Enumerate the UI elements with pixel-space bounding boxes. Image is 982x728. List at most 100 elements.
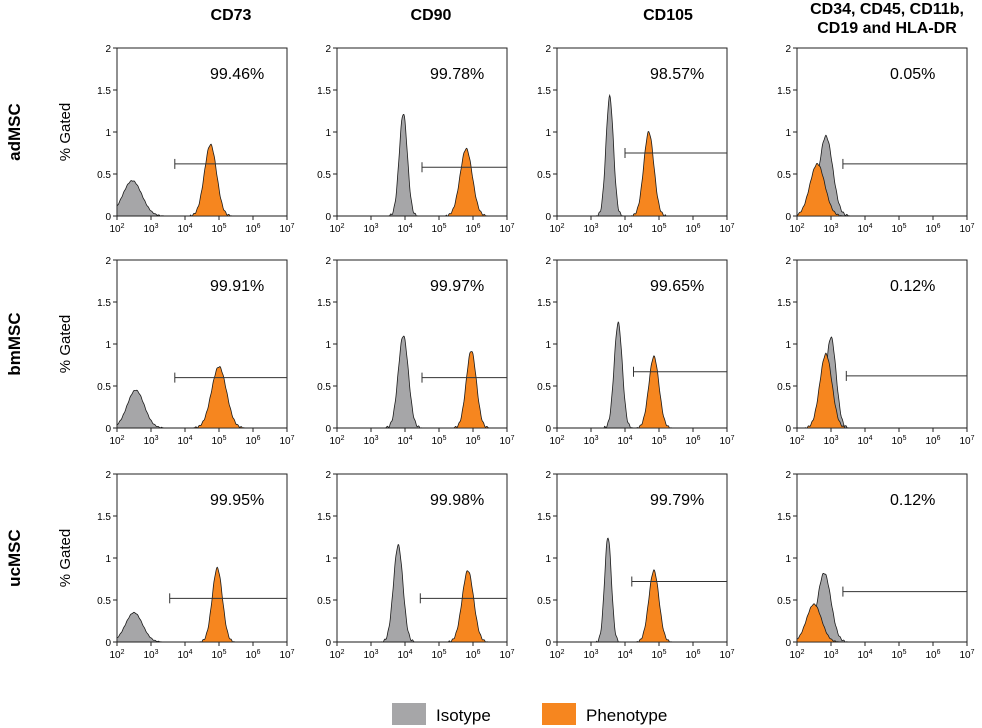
x-tick-exponent: 6 — [697, 223, 701, 230]
y-tick-label: 0.5 — [317, 382, 331, 393]
x-tick-label: 102 — [109, 223, 124, 235]
y-tick-label: 1.5 — [777, 512, 791, 523]
y-tick-label: 0 — [785, 424, 791, 435]
x-tick-exponent: 3 — [595, 649, 599, 656]
gated-percentage: 99.97% — [430, 278, 484, 295]
x-tick-base: 10 — [397, 650, 409, 661]
y-tick-label: 1 — [785, 554, 791, 565]
x-tick-exponent: 7 — [971, 223, 975, 230]
x-tick-base: 10 — [211, 436, 223, 447]
x-tick-base: 10 — [685, 436, 697, 447]
y-tick-label: 2 — [785, 44, 791, 55]
x-tick-label: 107 — [279, 649, 294, 661]
gated-percentage: 99.95% — [210, 492, 264, 509]
y-tick-label: 0.5 — [537, 596, 551, 607]
x-tick-exponent: 3 — [155, 649, 159, 656]
y-tick-label: 1 — [105, 554, 111, 565]
x-tick-label: 107 — [499, 435, 514, 447]
x-tick-label: 105 — [891, 649, 906, 661]
x-tick-base: 10 — [177, 224, 189, 235]
x-tick-label: 104 — [397, 649, 412, 661]
x-tick-base: 10 — [465, 650, 477, 661]
x-tick-exponent: 6 — [257, 435, 261, 442]
isotype-histogram — [116, 611, 287, 643]
x-tick-base: 10 — [583, 224, 595, 235]
phenotype-histogram — [796, 163, 967, 217]
x-tick-exponent: 4 — [869, 223, 873, 230]
x-tick-label: 103 — [143, 435, 158, 447]
y-tick-label: 2 — [545, 44, 551, 55]
x-tick-base: 10 — [431, 224, 443, 235]
x-tick-label: 107 — [959, 649, 974, 661]
x-tick-base: 10 — [397, 224, 409, 235]
x-tick-exponent: 7 — [971, 435, 975, 442]
x-tick-exponent: 5 — [903, 649, 907, 656]
x-tick-label: 107 — [719, 435, 734, 447]
x-tick-label: 106 — [465, 435, 480, 447]
y-tick-label: 2 — [785, 470, 791, 481]
phenotype-histogram — [337, 351, 507, 429]
x-tick-exponent: 5 — [223, 649, 227, 656]
x-tick-exponent: 3 — [595, 223, 599, 230]
y-tick-label: 2 — [105, 44, 111, 55]
x-tick-label: 105 — [431, 435, 446, 447]
gated-percentage: 99.46% — [210, 66, 264, 83]
x-tick-exponent: 4 — [409, 435, 413, 442]
x-tick-exponent: 3 — [375, 223, 379, 230]
x-tick-base: 10 — [891, 436, 903, 447]
column-titles: CD73 CD90 CD105 CD34, CD45, CD11b, CD19 and … — [211, 1, 964, 37]
y-tick-label: 1.5 — [317, 86, 331, 97]
x-tick-label: 106 — [925, 223, 940, 235]
x-tick-base: 10 — [245, 650, 257, 661]
x-tick-exponent: 3 — [375, 435, 379, 442]
x-tick-base: 10 — [499, 224, 511, 235]
x-tick-exponent: 5 — [443, 649, 447, 656]
x-tick-exponent: 5 — [663, 223, 667, 230]
x-tick-base: 10 — [465, 224, 477, 235]
x-tick-base: 10 — [109, 224, 121, 235]
x-tick-label: 107 — [959, 435, 974, 447]
y-tick-label: 0 — [785, 638, 791, 649]
column-title: CD73 — [211, 7, 252, 24]
x-tick-base: 10 — [789, 436, 801, 447]
x-tick-base: 10 — [329, 436, 341, 447]
x-tick-exponent: 4 — [409, 649, 413, 656]
x-tick-base: 10 — [617, 436, 629, 447]
x-tick-base: 10 — [549, 224, 561, 235]
column-title: CD90 — [411, 7, 452, 24]
column-title-line: CD34, CD45, CD11b, — [810, 1, 964, 18]
y-tick-label: 1.5 — [317, 298, 331, 309]
legend-phenotype-swatch — [542, 703, 576, 725]
x-tick-base: 10 — [211, 650, 223, 661]
y-tick-label: 0.5 — [97, 596, 111, 607]
x-tick-label: 104 — [857, 649, 872, 661]
x-tick-label: 103 — [823, 649, 838, 661]
y-tick-label: 1.5 — [97, 298, 111, 309]
x-tick-label: 105 — [211, 435, 226, 447]
x-tick-base: 10 — [857, 650, 869, 661]
gated-percentage: 99.78% — [430, 66, 484, 83]
y-tick-label: 1 — [785, 128, 791, 139]
y-tick-label: 1 — [785, 340, 791, 351]
x-tick-base: 10 — [109, 650, 121, 661]
x-tick-exponent: 4 — [189, 435, 193, 442]
x-tick-label: 106 — [925, 649, 940, 661]
y-tick-label: 0.5 — [97, 170, 111, 181]
x-tick-exponent: 6 — [937, 223, 941, 230]
x-tick-label: 105 — [891, 223, 906, 235]
column-title: CD105 — [643, 7, 693, 24]
row-title: bmMSC — [5, 312, 24, 375]
x-tick-base: 10 — [651, 650, 663, 661]
x-tick-base: 10 — [363, 224, 375, 235]
y-tick-label: 0.5 — [777, 382, 791, 393]
gated-percentage: 99.65% — [650, 278, 704, 295]
x-tick-exponent: 5 — [443, 223, 447, 230]
y-tick-label: 0.5 — [537, 382, 551, 393]
x-tick-exponent: 6 — [697, 435, 701, 442]
x-tick-label: 103 — [823, 435, 838, 447]
x-tick-base: 10 — [651, 436, 663, 447]
